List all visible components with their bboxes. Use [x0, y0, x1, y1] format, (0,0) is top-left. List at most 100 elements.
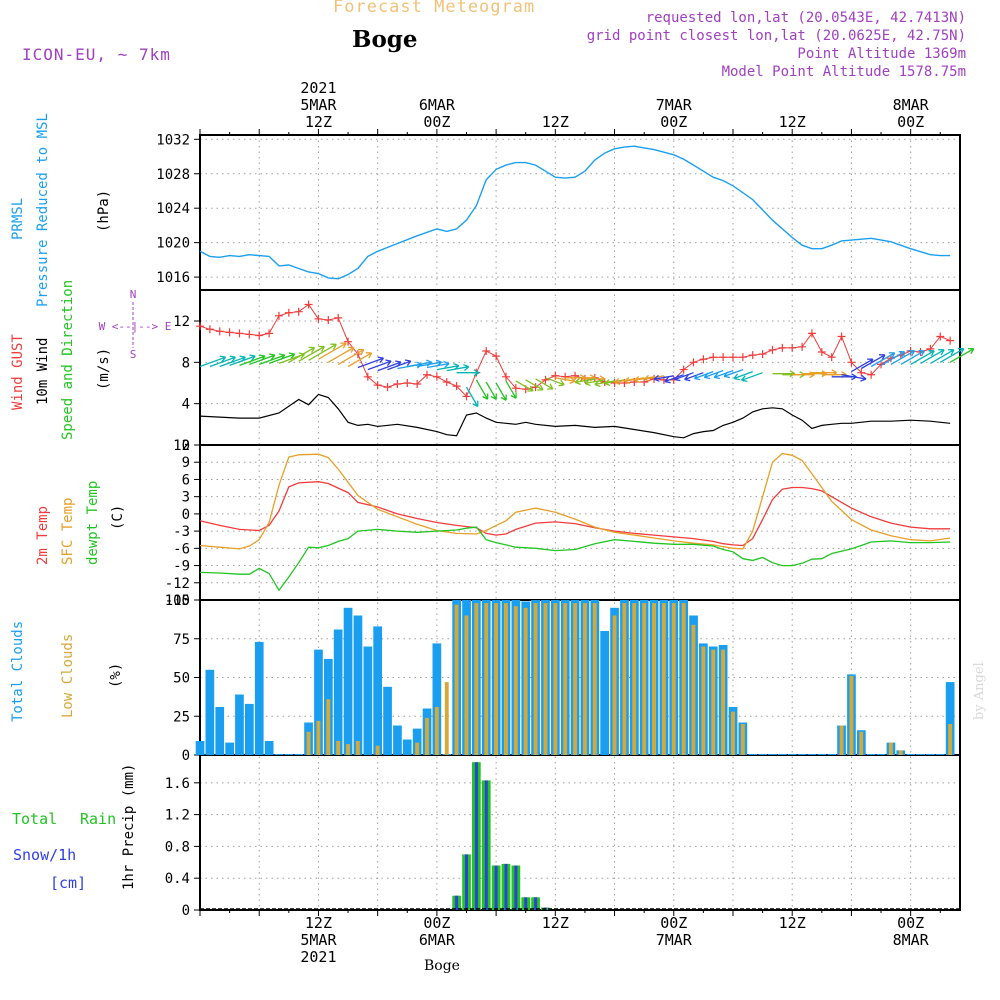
gust-marker [413, 380, 422, 389]
wind-direction-arrow [733, 370, 753, 381]
wind-direction-arrow [643, 374, 665, 382]
gust-marker [294, 307, 303, 316]
time-label-top: 5MAR [300, 96, 337, 114]
time-label-top: 00Z [660, 113, 687, 131]
wind-direction-arrow [792, 371, 815, 379]
model-name: ICON-EU, ~ 7km [22, 45, 171, 64]
total-cloud-bar [866, 754, 876, 755]
y-tick-label: -15 [165, 593, 190, 609]
gust-marker [334, 313, 343, 322]
gust-marker [926, 344, 935, 353]
y-tick-label: -6 [173, 541, 190, 557]
time-label-bottom: 12Z [305, 914, 332, 932]
gust-marker [541, 375, 550, 384]
y-tick-label: 75 [173, 632, 190, 648]
gust-marker [738, 353, 747, 362]
wind-speed-line [199, 393, 951, 439]
sfc-temp-line [199, 452, 951, 550]
temp-ylabel: (C) [110, 505, 126, 530]
y-tick-label: -12 [165, 576, 190, 592]
low-cloud-bar [306, 731, 311, 756]
snow-bar [504, 863, 508, 910]
y-tick-label: -9 [173, 559, 190, 575]
y-tick-label: 25 [173, 709, 190, 725]
time-label-bottom: 12Z [542, 914, 569, 932]
low-cloud-bar [898, 750, 903, 755]
y-tick-label: 100 [165, 593, 190, 609]
time-label-bottom: 6MAR [419, 931, 456, 949]
time-label-top: 00Z [423, 113, 450, 131]
y-tick-label: 50 [173, 671, 190, 687]
gust-marker [748, 351, 757, 360]
gust-marker [442, 377, 451, 386]
gust-marker [768, 345, 777, 354]
requested-coords: requested lon,lat (20.0543E, 42.7413N) [645, 10, 966, 26]
snow-bar [494, 865, 498, 910]
snow-bar [474, 762, 478, 910]
point-altitude: Point Altitude 1369m [797, 46, 966, 62]
gust-marker [511, 384, 520, 393]
low-cloud-bar [563, 603, 568, 755]
low-cloud-bar [671, 603, 676, 755]
y-tick-label: 1028 [156, 167, 190, 183]
total-cloud-bar [264, 741, 274, 755]
total-cloud-bar [383, 686, 392, 755]
total-cloud-bar [876, 754, 886, 755]
wind-direction-arrow [465, 386, 479, 408]
wind-direction-arrow [298, 345, 325, 362]
gust-marker [946, 336, 955, 345]
cloud-ylabel: (%) [108, 663, 124, 688]
y-tick-label: 0.8 [165, 839, 190, 855]
total-cloud-bar [284, 754, 294, 755]
time-label-bottom: 8MAR [893, 931, 930, 949]
total-cloud-bar [817, 754, 827, 755]
wind-direction-arrow [949, 347, 975, 363]
wind-direction-arrow [268, 352, 296, 365]
gust-marker [245, 330, 254, 339]
y-tick-label: 12 [173, 314, 190, 330]
total-cloud-bar [748, 754, 758, 755]
dewpt-line [199, 526, 951, 592]
low-cloud-bar [523, 607, 528, 756]
snow-bar [524, 897, 528, 910]
y-tick-label: 1.6 [165, 776, 190, 792]
y-tick-label: 1016 [156, 270, 190, 286]
gust-marker [274, 311, 283, 320]
panel-frame [199, 134, 961, 291]
time-label-bottom: 00Z [423, 914, 450, 932]
wind-direction-arrow [723, 368, 744, 379]
wind-direction-arrow [347, 352, 373, 368]
wind-direction-arrow [802, 370, 828, 378]
temp-label-2m: 2m Temp [35, 506, 51, 565]
gust-marker [215, 327, 224, 336]
time-label-top: 12Z [542, 113, 569, 131]
wind-direction-arrow [535, 378, 554, 390]
wind-direction-arrow [693, 370, 714, 381]
wind-direction-arrow [525, 379, 544, 391]
wind-direction-arrow [308, 343, 337, 361]
wind-direction-arrow [890, 350, 916, 365]
low-cloud-bar [415, 742, 420, 755]
low-cloud-bar [484, 603, 489, 755]
y-tick-label: 12 [173, 438, 190, 454]
wind-direction-arrow [199, 355, 227, 368]
gust-marker [373, 381, 382, 390]
low-cloud-bar [434, 707, 439, 755]
low-cloud-bar [474, 603, 479, 755]
total-cloud-bar [314, 649, 323, 755]
y-tick-label: 0 [182, 507, 190, 523]
total-cloud-bar [787, 754, 797, 755]
compass-rose: N W <--|--> E S [99, 288, 172, 361]
y-tick-label: 1032 [156, 132, 190, 148]
total-cloud-bar [432, 643, 442, 755]
gust-marker [798, 342, 807, 351]
wind-direction-arrow [367, 359, 392, 371]
total-cloud-bar [294, 754, 304, 755]
total-cloud-bar [393, 725, 402, 755]
low-cloud-bar [513, 606, 518, 755]
wind-direction-arrow [703, 369, 724, 380]
wind-direction-arrow [910, 350, 935, 365]
wind-direction-arrow [545, 377, 565, 387]
gust-marker [393, 380, 402, 389]
low-cloud-bar [336, 741, 341, 755]
